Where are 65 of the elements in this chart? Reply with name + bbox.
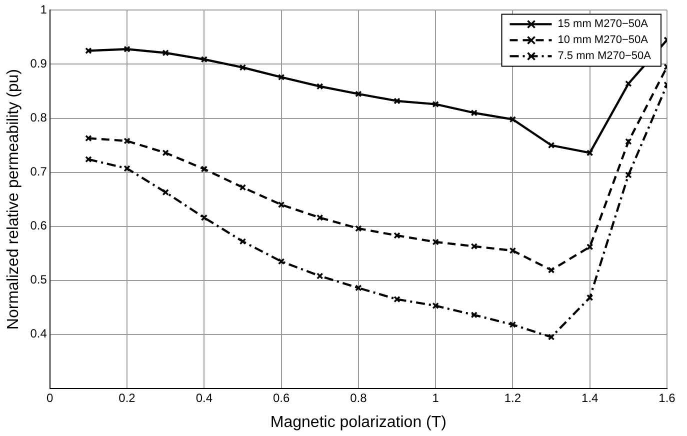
y-tick-label: 0.4	[30, 326, 48, 341]
point	[355, 225, 362, 232]
point	[586, 149, 594, 156]
point	[316, 214, 324, 222]
point	[239, 238, 246, 245]
point	[470, 312, 478, 318]
point	[625, 80, 632, 88]
y-tick-label: 0.5	[30, 272, 48, 287]
y-tick-label: 1	[40, 2, 48, 17]
point	[162, 188, 169, 196]
point	[239, 184, 246, 191]
legend-label: 7.5 mm M270−50A	[558, 50, 652, 62]
point	[394, 232, 400, 239]
x-axis-title: Magnetic polarization (T)	[270, 414, 446, 431]
y-axis-title: Normalized relative permeability (pu)	[5, 69, 22, 330]
point	[239, 64, 246, 71]
point	[200, 166, 208, 172]
point	[200, 214, 208, 222]
point	[162, 50, 169, 56]
point	[278, 258, 285, 265]
point	[586, 294, 594, 302]
y-tick-label: 0.6	[30, 218, 48, 233]
point	[548, 142, 555, 149]
x-tick-label: 1	[432, 390, 440, 405]
point	[509, 247, 516, 254]
point	[548, 266, 555, 274]
point	[625, 172, 632, 178]
point	[394, 296, 400, 303]
legend-label: 15 mm M270−50A	[558, 18, 649, 30]
point	[85, 156, 92, 163]
x-tick-label: 1.2	[504, 390, 522, 405]
x-tick-label: 1.4	[582, 390, 599, 405]
point	[509, 321, 516, 328]
x-tick-label: 0	[46, 390, 54, 405]
x-tick-label: 0.2	[118, 390, 136, 405]
point	[432, 238, 439, 246]
y-tick-label: 0.8	[30, 110, 48, 125]
y-tick-label: 0.7	[30, 164, 48, 179]
point	[470, 109, 478, 116]
point	[316, 272, 324, 280]
point	[509, 116, 516, 123]
point	[200, 56, 208, 63]
x-tick-label: 0.4	[196, 390, 213, 405]
point	[124, 138, 130, 144]
x-tick-label: 0.8	[350, 390, 368, 405]
point	[432, 302, 439, 310]
point	[586, 243, 594, 250]
point	[548, 334, 555, 340]
point	[316, 83, 324, 90]
y-tick-label: 0.9	[30, 56, 48, 71]
point	[394, 98, 400, 104]
point	[470, 242, 478, 250]
point	[432, 100, 439, 108]
point	[278, 74, 285, 81]
point	[124, 165, 130, 172]
legend-label: 10 mm M270−50A	[558, 34, 649, 46]
x-tick-label: 0.6	[272, 390, 290, 405]
point	[278, 201, 285, 208]
x-tick-label: 1.6	[658, 390, 676, 405]
point	[124, 46, 130, 52]
point	[162, 149, 169, 156]
point	[355, 90, 362, 98]
point	[85, 134, 92, 142]
point	[625, 138, 632, 145]
point	[355, 284, 362, 292]
